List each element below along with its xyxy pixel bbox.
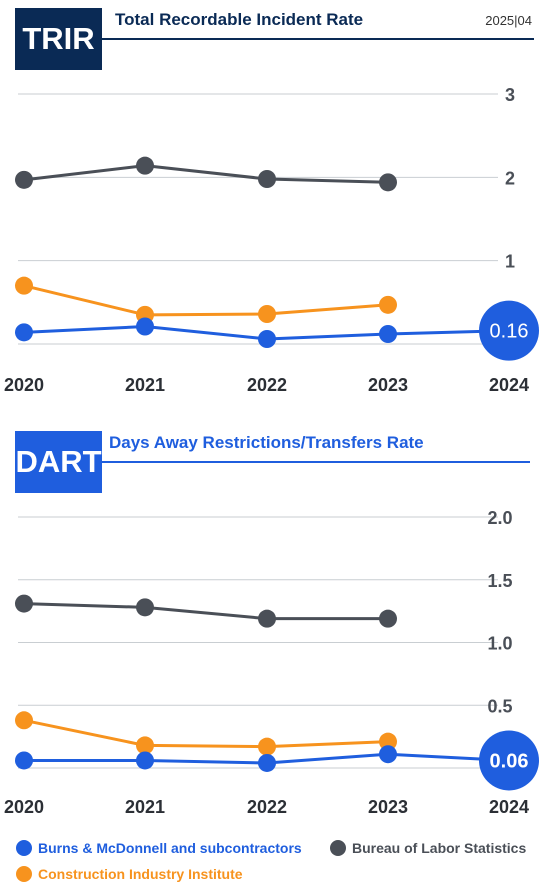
series-line — [23, 164, 389, 184]
data-point — [15, 276, 33, 295]
callout-value: 0.16 — [490, 321, 529, 343]
trir-title: Total Recordable Incident Rate — [115, 10, 364, 29]
x-tick-label: 2023 — [368, 375, 408, 395]
dart-chart: 0.5 1.0 1.5 2.0 0.06 2020 2021 2022 2023 2024 — [4, 508, 539, 815]
y-tick-label: 1.5 — [487, 571, 512, 591]
data-point — [15, 323, 33, 342]
data-point — [258, 609, 276, 628]
trir-title-rule — [102, 38, 534, 40]
y-tick-label: 0.5 — [487, 696, 512, 716]
data-point — [379, 325, 397, 343]
legend-item-cii: Construction Industry Institute — [16, 866, 243, 882]
dart-title-rule — [102, 461, 530, 463]
data-point — [379, 745, 397, 764]
data-point — [136, 156, 154, 175]
y-tick-label: 2 — [505, 168, 515, 188]
y-tick-label: 1.0 — [487, 634, 512, 654]
x-tick-label: 2022 — [247, 375, 287, 395]
series-line — [23, 325, 389, 341]
data-point — [258, 330, 276, 348]
data-point — [15, 594, 33, 613]
trir-chart: 1 2 3 0.16 2020 2021 2022 2023 2024 — [4, 85, 539, 395]
dart-title: Days Away Restrictions/Transfers Rate — [109, 433, 424, 452]
data-point — [136, 598, 154, 617]
legend-dot-icon — [16, 840, 32, 856]
series-line — [23, 602, 388, 621]
legend-label: Construction Industry Institute — [38, 866, 243, 882]
callout-bubble — [479, 730, 539, 791]
callout-value: 0.06 — [490, 750, 529, 772]
callout-bubble — [479, 300, 539, 361]
legend-label: Bureau of Labor Statistics — [352, 840, 527, 856]
x-tick-label: 2020 — [4, 375, 44, 395]
x-tick-label: 2024 — [489, 375, 529, 395]
dart-tag: DART — [15, 431, 102, 493]
data-point — [379, 295, 397, 314]
x-tick-label: 2020 — [4, 797, 44, 815]
legend-dot-icon — [16, 866, 32, 882]
data-point — [258, 753, 276, 772]
data-point — [136, 751, 154, 770]
x-tick-label: 2021 — [125, 797, 165, 815]
data-point — [258, 737, 276, 756]
x-tick-label: 2023 — [368, 797, 408, 815]
data-point — [258, 305, 276, 323]
trir-tag: TRIR — [15, 8, 102, 70]
data-point — [15, 751, 33, 770]
y-tick-label: 1 — [505, 252, 515, 272]
data-point — [379, 732, 397, 751]
series-line — [23, 718, 389, 749]
x-tick-label: 2024 — [489, 797, 529, 815]
series-line — [24, 752, 389, 765]
y-tick-label: 2.0 — [487, 508, 512, 528]
data-point — [136, 317, 154, 336]
data-point — [15, 170, 33, 189]
legend-item-bls: Bureau of Labor Statistics — [330, 840, 526, 856]
legend-item-burns-mcdonnell: Burns & McDonnell and subcontractors — [16, 840, 302, 856]
data-point — [379, 609, 397, 628]
series-line — [23, 284, 389, 317]
legend-dot-icon — [330, 840, 346, 856]
data-point — [136, 736, 154, 755]
legend-label: Burns & McDonnell and subcontractors — [38, 840, 302, 856]
x-tick-label: 2022 — [247, 797, 287, 815]
y-tick-label: 3 — [505, 85, 515, 105]
report-date: 2025|04 — [485, 13, 532, 28]
data-point — [379, 173, 397, 192]
data-point — [258, 170, 276, 188]
data-point — [15, 711, 33, 730]
x-tick-label: 2021 — [125, 375, 165, 395]
